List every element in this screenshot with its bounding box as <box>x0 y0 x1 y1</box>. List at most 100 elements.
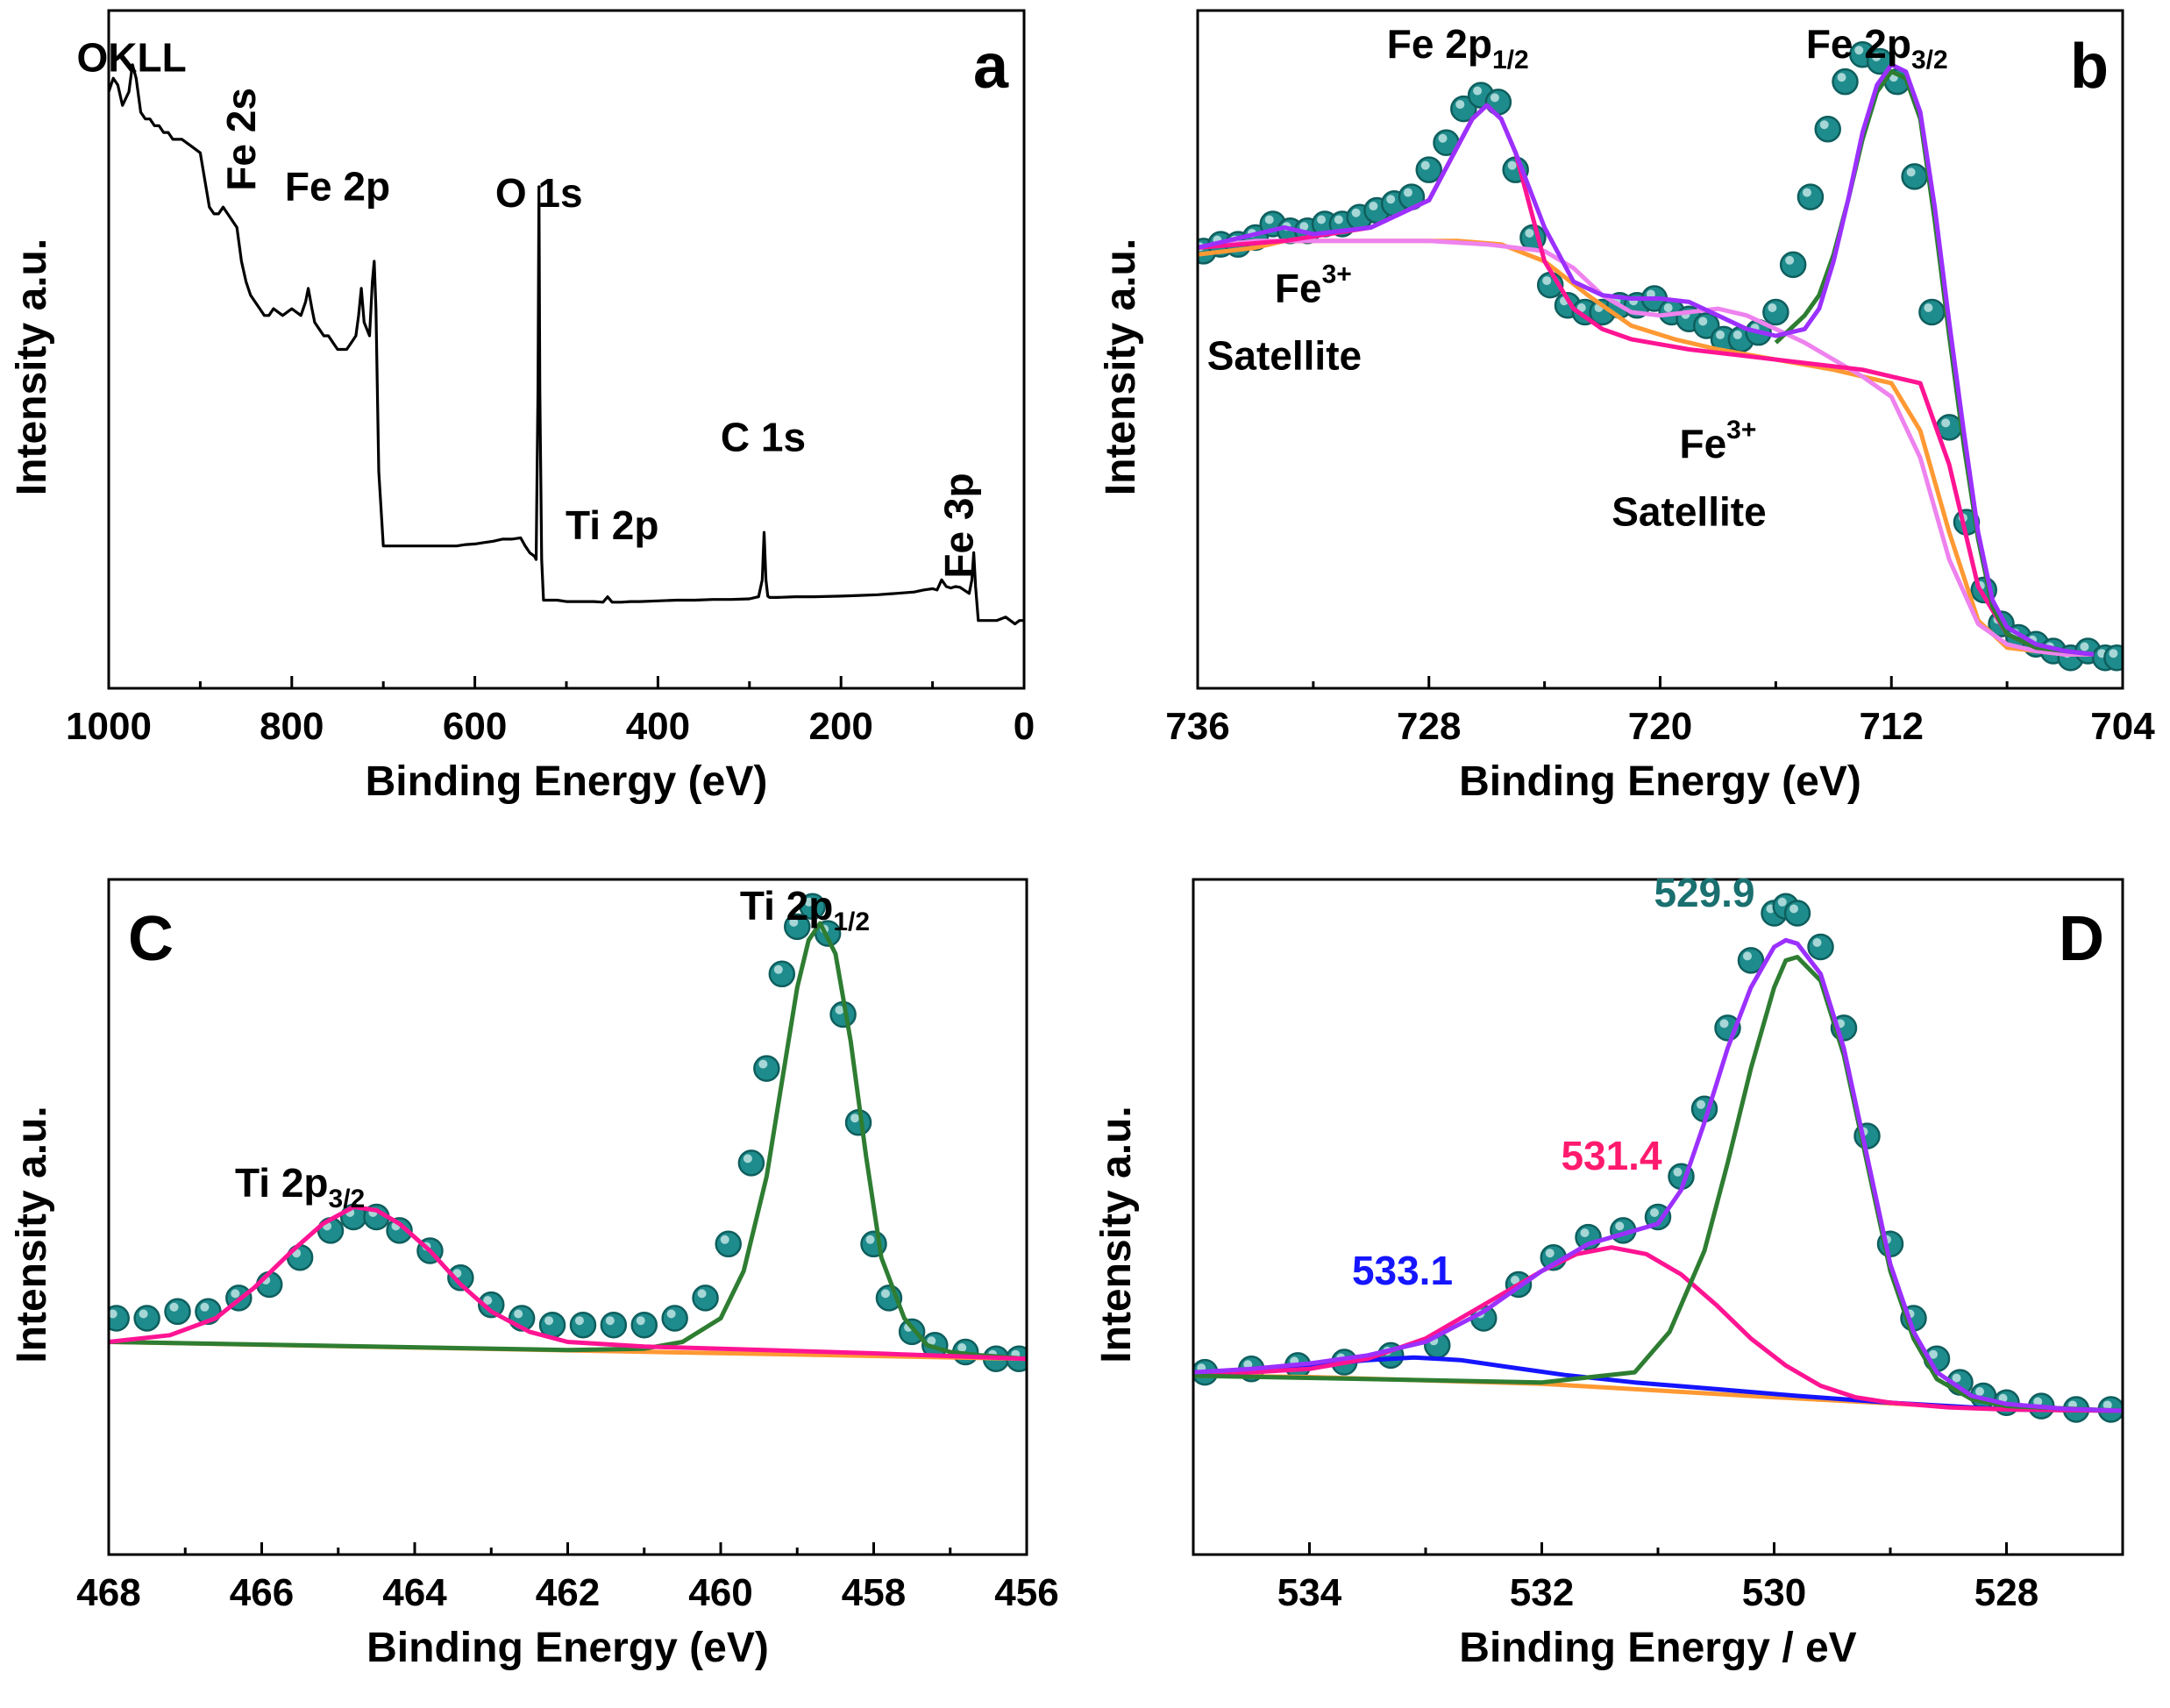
data-point <box>1415 156 1442 183</box>
data-point-highlight <box>1438 133 1448 143</box>
x-tick-label: 456 <box>994 1571 1058 1614</box>
annotation-text: OKLL <box>76 35 186 81</box>
panel-D: 534 532 530 528 Binding Energy / eV Intensity… <box>1093 870 2124 1671</box>
data-point-highlight <box>1812 938 1822 947</box>
x-tick-label: 0 <box>1014 705 1035 748</box>
data-point <box>1807 933 1834 961</box>
y-axis-label: Intensity a.u. <box>9 1106 55 1363</box>
data-point-highlight <box>773 964 783 974</box>
data-point-highlight <box>927 1336 936 1346</box>
data-point-highlight <box>1673 1167 1683 1177</box>
data-point-highlight <box>1334 215 1343 224</box>
data-point <box>661 1305 688 1332</box>
data-point-highlight <box>169 1302 179 1312</box>
y-axis-label: Intensity a.u. <box>1098 238 1144 495</box>
annotation-text: Fe 2p <box>285 163 390 209</box>
peak-annotation: O 1s <box>495 170 583 216</box>
series-line-2 <box>109 921 1027 1362</box>
x-tick-label: 458 <box>842 1571 906 1614</box>
x-tick-label: 534 <box>1277 1571 1342 1614</box>
x-axis-label: Binding Energy (eV) <box>366 1625 769 1671</box>
annotation-text: Ti 2p <box>235 1160 329 1206</box>
plot-area <box>109 63 1024 626</box>
annotation-text: Fe <box>1679 421 1726 466</box>
annotation-text: O 1s <box>495 170 583 216</box>
data-point <box>1901 163 1928 190</box>
data-point-highlight <box>514 1309 523 1319</box>
data-point-highlight <box>1837 73 1846 82</box>
data-point-highlight <box>1698 317 1708 326</box>
series-line-3 <box>1198 103 2095 657</box>
data-point-highlight <box>720 1235 729 1244</box>
data-point-highlight <box>743 1154 752 1164</box>
data-point-highlight <box>1264 215 1274 224</box>
data-point <box>1796 183 1825 210</box>
peak-annotation: 529.9 <box>1654 870 1754 915</box>
series-line-4 <box>1193 955 2123 1413</box>
data-point-highlight <box>697 1289 707 1299</box>
peak-annotation: Fe 3p <box>936 473 982 578</box>
data-point-highlight <box>1719 1019 1729 1028</box>
panel-label: a <box>973 32 1009 102</box>
data-point-highlight <box>483 1296 493 1306</box>
data-point-highlight <box>1906 167 1916 177</box>
data-point-highlight <box>1952 1373 1961 1383</box>
data-point-highlight <box>574 1316 584 1326</box>
data-point <box>692 1285 719 1312</box>
data-point-highlight <box>666 1309 676 1319</box>
data-point-highlight <box>957 1343 967 1352</box>
x-axis-label: Binding Energy / eV <box>1459 1625 1856 1671</box>
data-point-highlight <box>1929 1349 1938 1359</box>
x-tick-label: 400 <box>626 705 690 748</box>
annotation-subscript: 3/2 <box>329 1185 366 1213</box>
data-point-highlight <box>1490 93 1499 103</box>
data-point-highlight <box>850 1114 860 1123</box>
data-point-highlight <box>1386 195 1396 204</box>
x-tick-label: 728 <box>1397 705 1461 748</box>
data-point <box>569 1311 597 1339</box>
data-points <box>109 893 1027 1372</box>
data-point-highlight <box>2109 649 2118 658</box>
data-point-highlight <box>1768 302 1777 312</box>
data-point-highlight <box>1777 897 1787 907</box>
data-point-highlight <box>544 1316 554 1326</box>
annotation-text: Fe <box>1275 265 1322 310</box>
data-point <box>1832 68 1859 96</box>
x-tick-label: 466 <box>230 1571 294 1614</box>
y-axis-label: Intensity a.u. <box>1093 1106 1140 1363</box>
data-point-highlight <box>1369 202 1378 211</box>
data-point-highlight <box>1732 330 1742 339</box>
data-point-highlight <box>1299 222 1309 231</box>
data-point-highlight <box>1507 160 1517 170</box>
annotation-text: C 1s <box>721 414 806 459</box>
x-tick-label: 712 <box>1860 705 1924 748</box>
data-point-highlight <box>1243 1360 1253 1370</box>
panel-label: b <box>2070 32 2109 102</box>
data-point-highlight <box>1542 276 1552 286</box>
data-point <box>715 1230 742 1258</box>
data-point-highlight <box>1854 46 1864 55</box>
annotation-text: 529.9 <box>1654 870 1754 915</box>
y-axis-label: Intensity a.u. <box>9 238 55 495</box>
data-point <box>1918 298 1946 326</box>
x-tick-label: 800 <box>260 705 324 748</box>
plot-area <box>1198 40 2123 672</box>
x-tick-label: 736 <box>1165 705 1229 748</box>
data-point-highlight <box>1785 255 1795 265</box>
data-point-highlight <box>1697 1100 1705 1109</box>
data-point-highlight <box>1743 951 1752 961</box>
data-point <box>600 1311 628 1339</box>
x-tick-label: 720 <box>1628 705 1692 748</box>
peak-annotation: C 1s <box>721 414 806 459</box>
x-axis-label: Binding Energy (eV) <box>1459 758 1861 805</box>
annotation-subscript: 1/2 <box>833 907 870 936</box>
peak-annotation: 533.1 <box>1352 1248 1453 1293</box>
data-point-highlight <box>1872 52 1882 61</box>
peak-annotation: Ti 2p1/2 <box>740 883 870 936</box>
data-point-highlight <box>139 1309 148 1319</box>
series-line-5 <box>1198 62 2095 657</box>
data-point <box>1762 298 1789 326</box>
panel-label: D <box>2059 904 2104 974</box>
annotation-text: Satellite <box>1207 333 1362 379</box>
